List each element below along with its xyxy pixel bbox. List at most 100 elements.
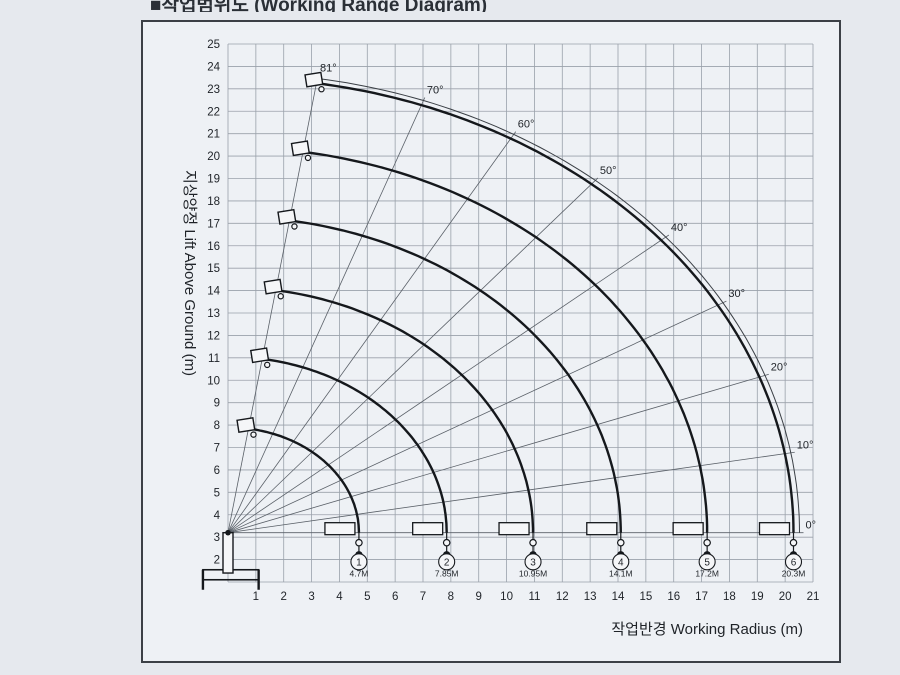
boom-head-vertical [277,208,297,225]
x-tick-label: 8 [448,591,454,603]
hook-block [442,538,451,547]
section-number: 2 [444,557,450,568]
section-number: 3 [530,557,536,568]
max-radius-label: 7.85M [435,568,459,578]
y-tick-label: 6 [214,465,220,477]
angle-line [227,373,769,534]
y-tick-label: 19 [207,174,220,186]
boom-arc-6 [316,82,795,533]
hook-markers: 14.7M 27.85M 310.95M 414.1M 517.2M 620.3M [349,532,805,578]
max-radius-label: 4.7M [349,568,368,578]
boom-arc-2 [262,357,448,533]
x-tick-label: 13 [584,591,597,603]
section-number: 5 [704,557,710,568]
boom-sheave [250,431,257,438]
y-tick-label: 23 [207,84,220,96]
y-tick-label: 15 [207,263,220,275]
boom-head-vertical [263,278,283,295]
envelope-arc [317,78,800,533]
angle-label: 50° [600,165,617,177]
hook-block [789,538,798,547]
x-tick-label: 6 [392,591,398,603]
crane-column [222,531,234,574]
boom-head-vertical [290,140,310,157]
boom-sheave [318,86,325,93]
x-tick-label: 16 [667,591,680,603]
angle-label: 10° [797,439,814,451]
x-tick-label: 4 [336,591,343,603]
x-tick-label: 1 [253,591,259,603]
section-number: 6 [791,557,797,568]
hook-block [616,538,625,547]
boom-head-horizontal [412,522,444,536]
y-tick-label: 20 [207,151,220,163]
y-tick-label: 7 [214,443,220,455]
y-tick-label: 2 [214,555,220,567]
y-tick-label: 17 [207,218,220,230]
section-number-circle [524,553,542,571]
boom-sheave [304,154,312,162]
boom-head-horizontal [758,522,791,536]
boom-head-horizontal [672,522,704,536]
y-tick-label: 18 [207,196,220,208]
section-number-circle [612,553,630,571]
boom-head-vertical [304,71,324,88]
x-tick-label: 2 [281,591,287,603]
x-tick-label: 3 [308,591,314,603]
max-radius-label: 17.2M [695,568,719,578]
x-tick-label: 12 [556,591,569,603]
boom-positions [236,71,791,536]
grid [227,43,814,583]
x-axis-title: 작업반경 Working Radius (m) [611,621,803,638]
angle-label: 40° [671,222,688,234]
y-tick-label: 22 [207,106,220,118]
hook-block [703,538,711,547]
x-tick-label: 11 [528,591,540,603]
angle-line [227,300,727,534]
tick-labels: 1 2 3 4 5 6 7 8 9 10 11 12 13 14 15 16 17 18 19 20 212345678… [207,39,819,603]
section-number: 1 [356,557,362,568]
page-title: ■작업범위도 (Working Range Diagram) [150,0,488,12]
angle-label: 70° [427,85,444,97]
working-range-chart: 81°70°60°50°40°30°20°10°0° 14.7M27.85M31… [181,39,819,638]
boom-head-horizontal [498,522,530,536]
x-tick-label: 21 [807,591,820,603]
max-radius-label: 14.1M [609,568,633,578]
boom-pivot [225,529,231,536]
hook-block [529,538,537,547]
x-tick-label: 15 [639,591,652,603]
y-tick-label: 25 [207,39,220,51]
crane-base [201,529,260,590]
boom-head-vertical [236,417,256,433]
y-tick-label: 24 [207,61,220,73]
y-axis-title: 지상양정 Lift Above Ground (m) [181,170,198,376]
angle-label: 30° [728,288,745,300]
section-number-circle [350,553,368,571]
angle-label: 60° [518,119,535,131]
section-number-circle [698,553,716,571]
boom-arc-3 [275,289,535,533]
boom-arcs [248,78,800,533]
header-strip: ■작업범위도 (Working Range Diagram) [150,0,710,12]
angle-line [227,131,517,533]
y-tick-label: 12 [207,330,220,342]
max-radius-label: 10.95M [519,568,547,578]
boom-sheave [277,293,284,300]
boom-arc-5 [302,150,709,533]
x-tick-label: 14 [612,591,625,603]
y-tick-label: 10 [207,375,220,387]
y-tick-label: 3 [214,532,220,544]
axis-titles: 작업반경 Working Radius (m) 지상양정 Lift Above G… [181,170,803,638]
y-tick-label: 13 [207,308,220,320]
x-tick-label: 17 [695,591,708,603]
x-tick-label: 18 [723,591,736,603]
y-tick-label: 11 [208,353,220,365]
boom-head-vertical [249,347,270,364]
x-tick-label: 19 [751,591,764,603]
x-tick-label: 20 [779,591,792,603]
x-tick-label: 9 [476,591,482,603]
y-tick-label: 16 [207,241,220,253]
boom-arc-1 [248,427,361,533]
y-tick-label: 14 [207,286,220,298]
section-number: 4 [618,557,624,568]
